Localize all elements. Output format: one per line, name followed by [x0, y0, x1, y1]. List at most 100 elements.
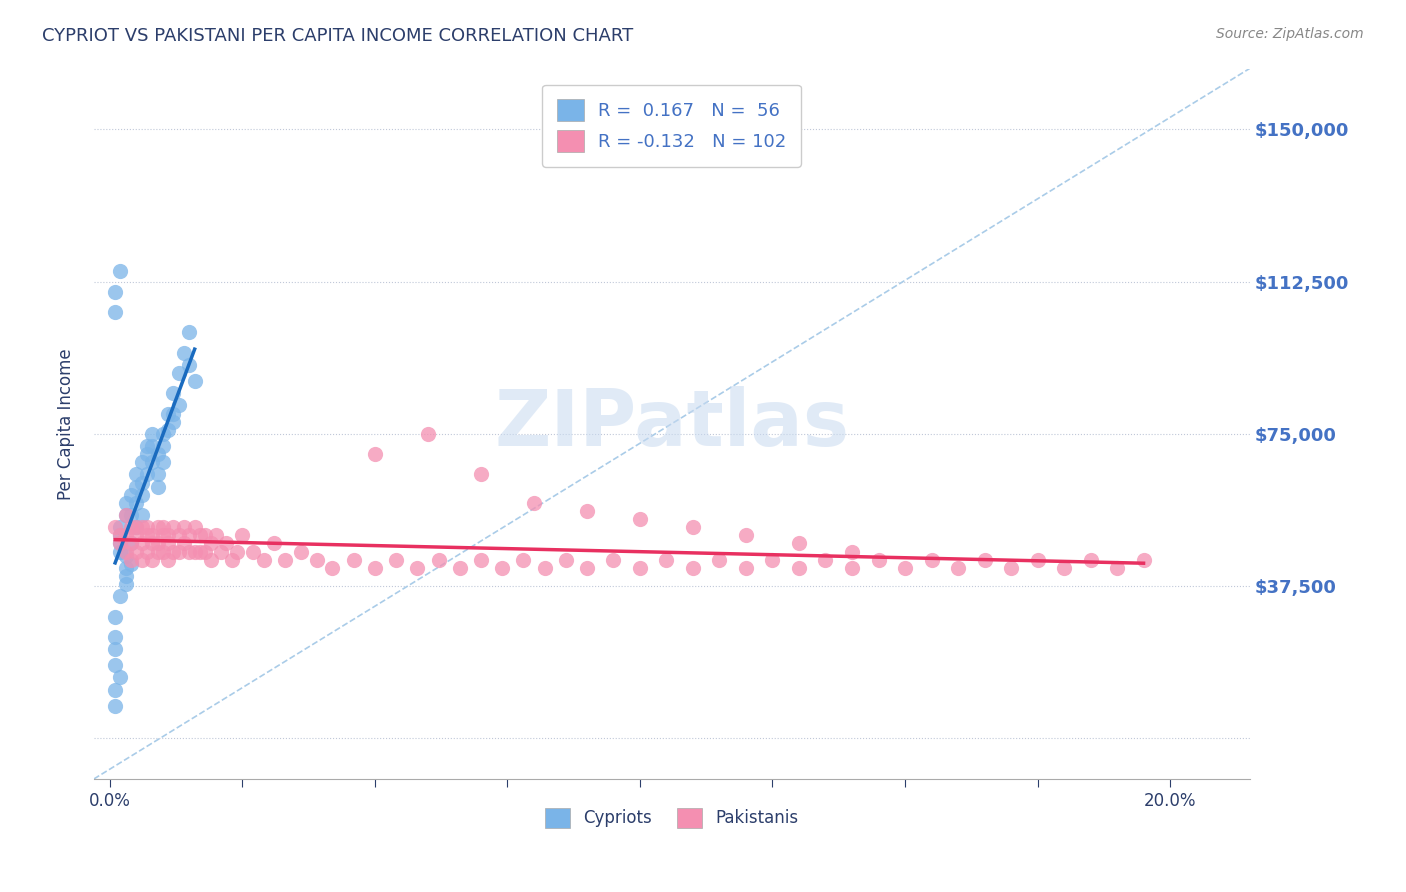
Point	[602, 552, 624, 566]
Point	[114, 561, 136, 575]
Point	[114, 496, 136, 510]
Point	[146, 447, 169, 461]
Point	[104, 609, 127, 624]
Point	[152, 520, 174, 534]
Point	[787, 561, 810, 575]
Point	[179, 326, 201, 340]
Point	[173, 536, 195, 550]
Point	[120, 536, 142, 550]
Point	[152, 528, 174, 542]
Point	[290, 544, 312, 558]
Point	[104, 285, 127, 299]
Point	[162, 407, 184, 421]
Point	[114, 508, 136, 522]
Point	[1105, 561, 1128, 575]
Point	[110, 536, 132, 550]
Point	[209, 544, 232, 558]
Point	[110, 264, 132, 278]
Point	[110, 589, 132, 603]
Point	[125, 467, 148, 482]
Point	[735, 561, 758, 575]
Point	[131, 536, 153, 550]
Point	[146, 520, 169, 534]
Point	[179, 544, 201, 558]
Point	[226, 544, 249, 558]
Point	[136, 544, 159, 558]
Point	[188, 528, 211, 542]
Point	[141, 536, 163, 550]
Point	[110, 528, 132, 542]
Point	[125, 496, 148, 510]
Point	[141, 455, 163, 469]
Point	[628, 561, 651, 575]
Point	[194, 528, 217, 542]
Point	[162, 415, 184, 429]
Point	[406, 561, 429, 575]
Point	[120, 552, 142, 566]
Point	[787, 536, 810, 550]
Point	[183, 520, 205, 534]
Point	[110, 670, 132, 684]
Point	[120, 557, 142, 571]
Point	[141, 426, 163, 441]
Point	[125, 480, 148, 494]
Point	[167, 528, 190, 542]
Legend: Cypriots, Pakistanis: Cypriots, Pakistanis	[538, 801, 806, 835]
Point	[215, 536, 238, 550]
Point	[523, 496, 546, 510]
Point	[470, 552, 492, 566]
Point	[491, 561, 513, 575]
Point	[735, 528, 758, 542]
Point	[167, 399, 190, 413]
Point	[221, 552, 243, 566]
Point	[449, 561, 471, 575]
Point	[179, 358, 201, 372]
Point	[152, 455, 174, 469]
Point	[252, 552, 274, 566]
Point	[183, 544, 205, 558]
Point	[125, 520, 148, 534]
Point	[814, 552, 837, 566]
Point	[131, 552, 153, 566]
Point	[841, 561, 863, 575]
Point	[152, 544, 174, 558]
Point	[200, 552, 222, 566]
Point	[120, 536, 142, 550]
Point	[146, 544, 169, 558]
Point	[761, 552, 783, 566]
Point	[110, 520, 132, 534]
Point	[136, 447, 159, 461]
Point	[141, 552, 163, 566]
Point	[131, 488, 153, 502]
Point	[146, 480, 169, 494]
Point	[152, 439, 174, 453]
Point	[263, 536, 285, 550]
Point	[868, 552, 890, 566]
Point	[575, 504, 598, 518]
Point	[167, 544, 190, 558]
Point	[305, 552, 328, 566]
Point	[533, 561, 555, 575]
Point	[554, 552, 576, 566]
Point	[110, 544, 132, 558]
Point	[104, 642, 127, 657]
Point	[146, 536, 169, 550]
Point	[364, 561, 387, 575]
Point	[162, 520, 184, 534]
Point	[709, 552, 731, 566]
Point	[114, 544, 136, 558]
Point	[104, 630, 127, 644]
Point	[1080, 552, 1102, 566]
Point	[162, 386, 184, 401]
Point	[120, 520, 142, 534]
Point	[385, 552, 408, 566]
Point	[131, 455, 153, 469]
Point	[173, 345, 195, 359]
Point	[343, 552, 366, 566]
Point	[274, 552, 297, 566]
Point	[136, 467, 159, 482]
Point	[427, 552, 450, 566]
Text: ZIPatlas: ZIPatlas	[495, 385, 849, 462]
Point	[1053, 561, 1076, 575]
Point	[655, 552, 678, 566]
